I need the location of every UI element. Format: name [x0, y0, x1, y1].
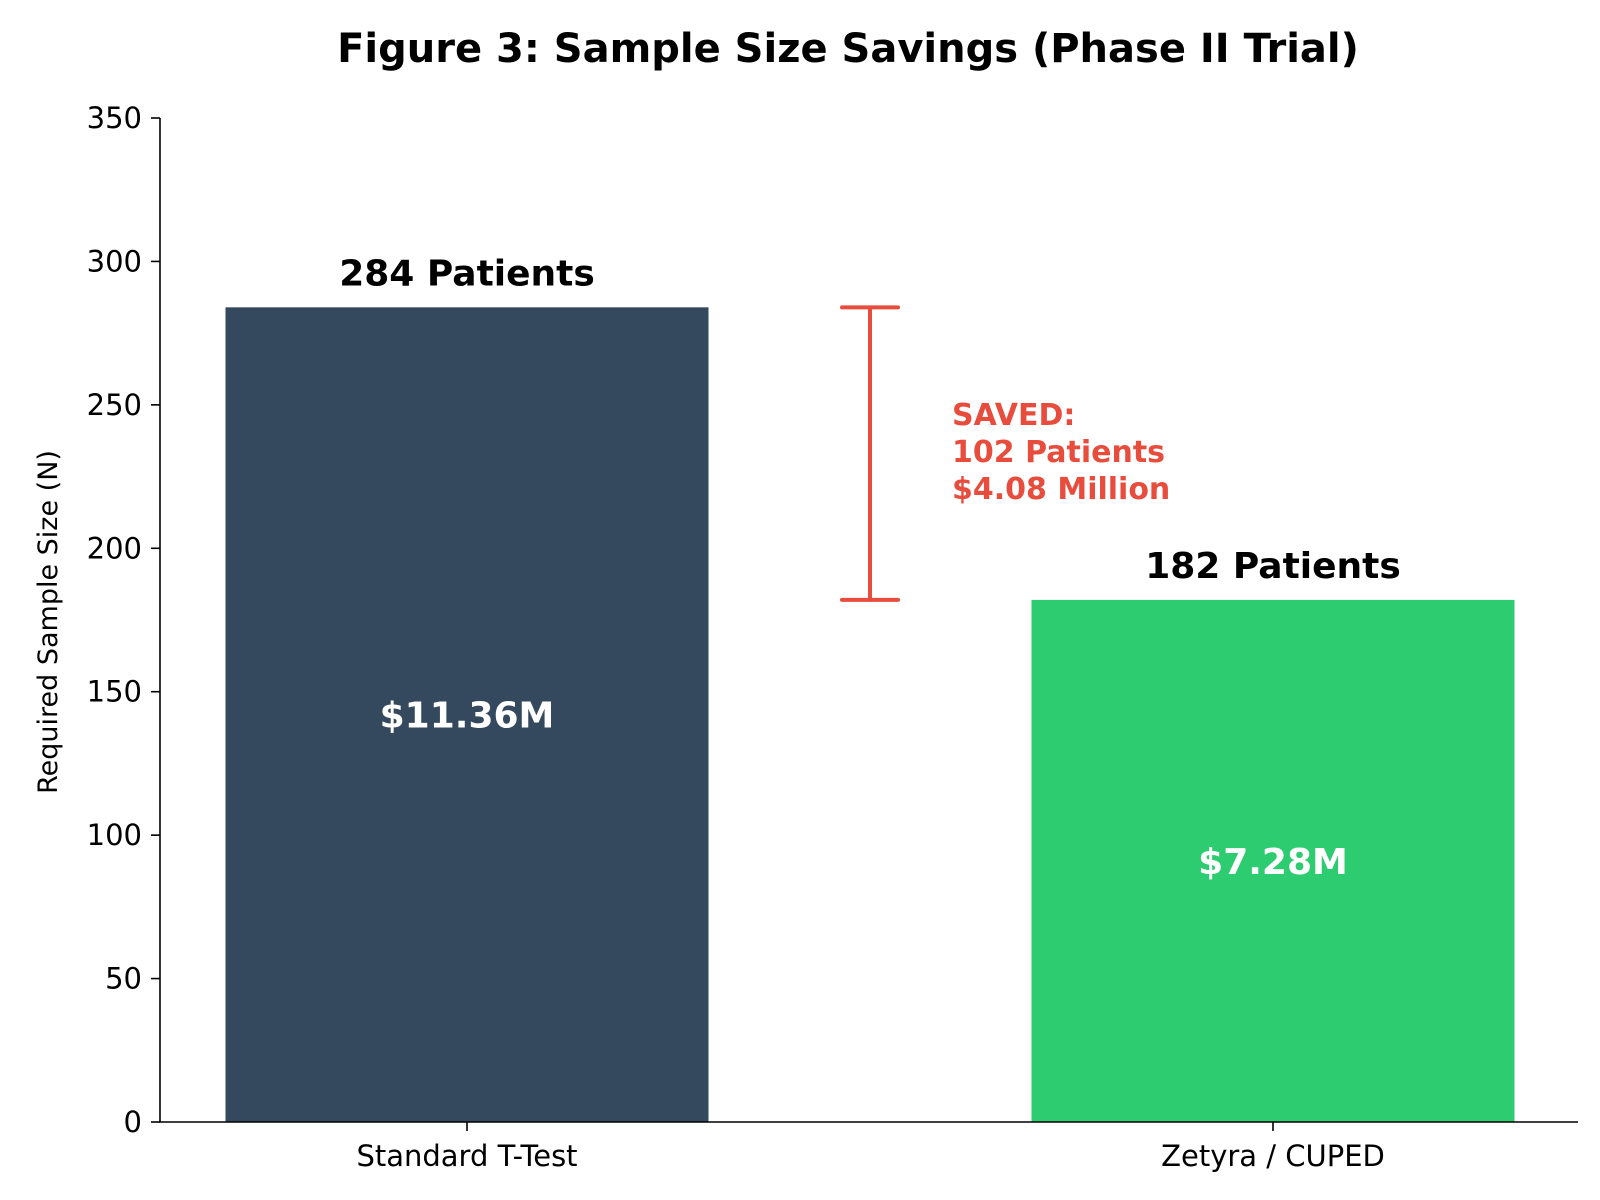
savings-annotation: SAVED:102 Patients$4.08 Million: [840, 305, 1170, 602]
y-tick-label: 200: [87, 531, 142, 565]
bar-zetyra-cuped: [1031, 599, 1515, 1122]
bars: 284 Patients $11.36M 182 Patients $7.28M: [225, 253, 1515, 1123]
bar-value-label: 182 Patients: [1145, 546, 1401, 587]
savings-annotation-line: 102 Patients: [952, 435, 1165, 470]
y-tick-label: 50: [105, 962, 142, 996]
x-tick-label: Standard T-Test: [356, 1139, 577, 1173]
y-tick-label: 250: [87, 388, 142, 422]
bar-value-label: 284 Patients: [339, 253, 595, 294]
x-tick-label: Zetyra / CUPED: [1161, 1139, 1385, 1173]
y-tick-label: 300: [87, 244, 142, 278]
y-axis-ticks: 0 50 100 150 200 250 300 350: [87, 101, 160, 1139]
y-axis-label: Required Sample Size (N): [33, 450, 64, 794]
savings-annotation-line: SAVED:: [952, 398, 1075, 433]
y-tick-label: 150: [87, 675, 142, 709]
bar-cost-label: $7.28M: [1198, 842, 1348, 883]
savings-annotation-line: $4.08 Million: [952, 472, 1170, 507]
bar-cost-label: $11.36M: [380, 696, 555, 737]
y-tick-label: 0: [124, 1105, 142, 1139]
chart-title: Figure 3: Sample Size Savings (Phase II …: [337, 26, 1359, 72]
y-tick-label: 350: [87, 101, 142, 135]
y-tick-label: 100: [87, 818, 142, 852]
x-axis-ticks: Standard T-Test Zetyra / CUPED: [356, 1122, 1385, 1173]
bar-standard-t-test: [225, 307, 709, 1123]
